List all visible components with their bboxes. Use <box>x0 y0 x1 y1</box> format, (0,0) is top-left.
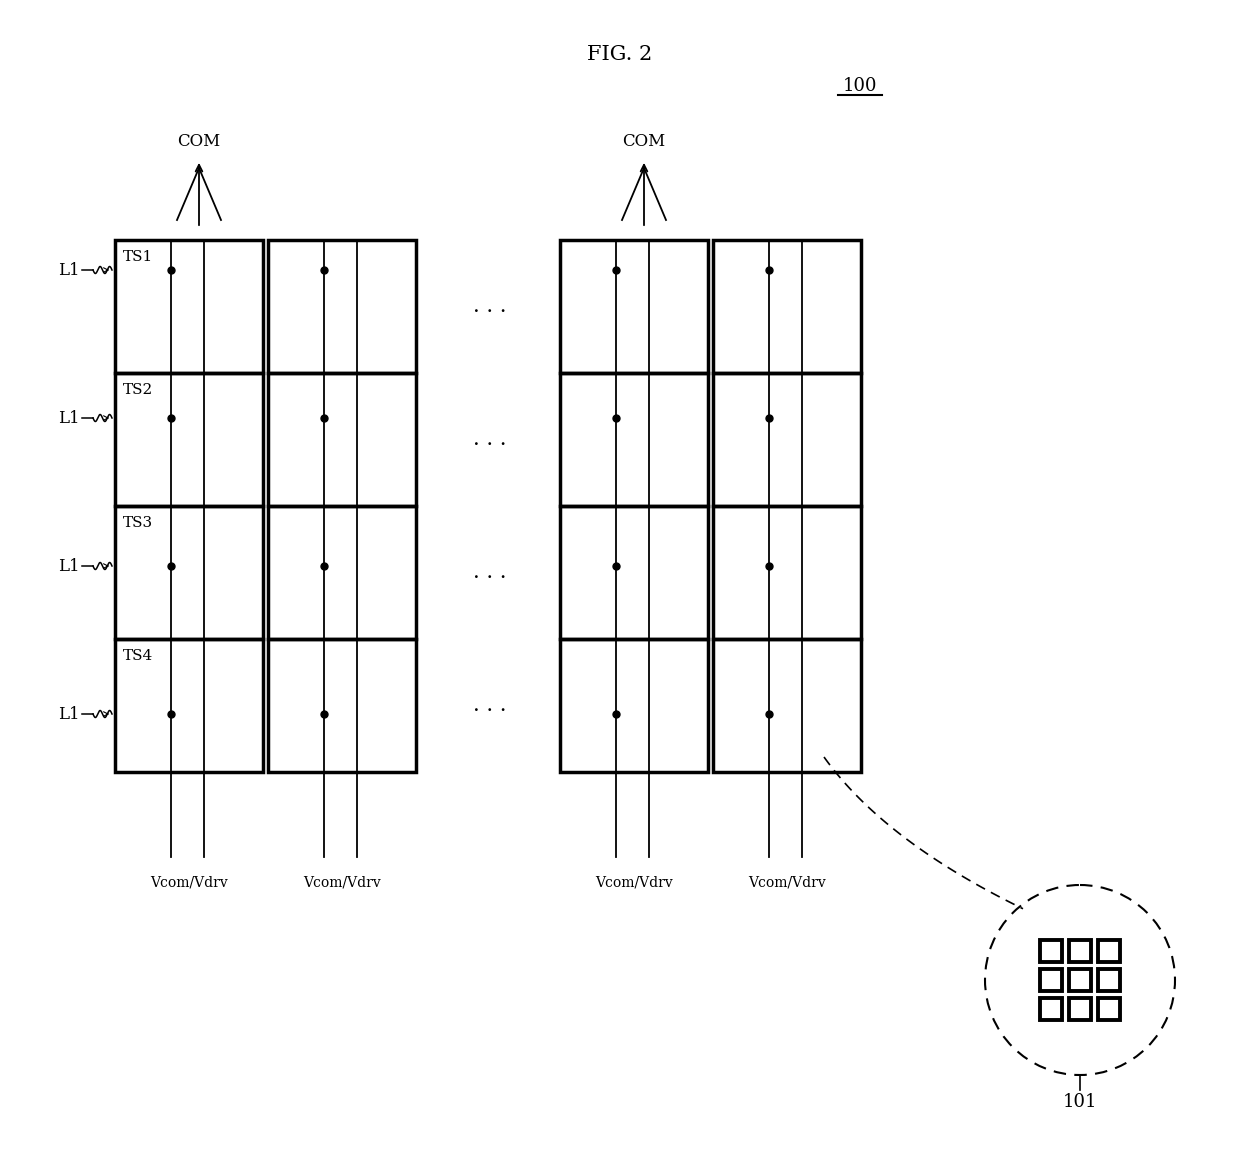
Bar <box>268 639 415 772</box>
Bar <box>713 639 861 772</box>
Text: TS2: TS2 <box>123 383 154 397</box>
Text: 101: 101 <box>1063 1093 1097 1111</box>
Text: FIG. 2: FIG. 2 <box>588 45 652 64</box>
Bar <box>1069 969 1091 991</box>
Text: L1: L1 <box>58 261 81 279</box>
Text: L1: L1 <box>58 409 81 426</box>
Text: 100: 100 <box>843 77 877 95</box>
Bar <box>115 639 263 772</box>
Text: L1: L1 <box>58 558 81 574</box>
Bar <box>1040 940 1061 962</box>
Text: Vcom/Vdrv: Vcom/Vdrv <box>595 875 673 889</box>
Bar <box>115 373 263 505</box>
Text: . . .: . . . <box>474 696 507 715</box>
Bar <box>713 373 861 505</box>
Bar <box>560 373 708 505</box>
Text: . . .: . . . <box>474 297 507 316</box>
Bar <box>560 505 708 639</box>
Bar <box>1069 998 1091 1020</box>
Bar <box>560 241 708 373</box>
Bar <box>1097 998 1120 1020</box>
Bar <box>713 241 861 373</box>
Text: . . .: . . . <box>474 564 507 582</box>
Text: COM: COM <box>177 132 221 150</box>
Bar <box>713 505 861 639</box>
Text: Vcom/Vdrv: Vcom/Vdrv <box>748 875 826 889</box>
Text: Vcom/Vdrv: Vcom/Vdrv <box>150 875 228 889</box>
Text: TS3: TS3 <box>123 516 153 530</box>
Bar <box>115 505 263 639</box>
Bar <box>268 505 415 639</box>
Bar <box>1069 940 1091 962</box>
Text: . . .: . . . <box>474 430 507 449</box>
Bar <box>268 241 415 373</box>
Text: COM: COM <box>622 132 666 150</box>
Bar <box>1040 998 1061 1020</box>
Bar <box>560 639 708 772</box>
Bar <box>1040 969 1061 991</box>
Text: TS1: TS1 <box>123 250 154 264</box>
Text: Vcom/Vdrv: Vcom/Vdrv <box>303 875 381 889</box>
Bar <box>115 241 263 373</box>
Text: L1: L1 <box>58 705 81 723</box>
Bar <box>268 373 415 505</box>
Text: TS4: TS4 <box>123 650 154 664</box>
Bar <box>1097 940 1120 962</box>
Bar <box>1097 969 1120 991</box>
